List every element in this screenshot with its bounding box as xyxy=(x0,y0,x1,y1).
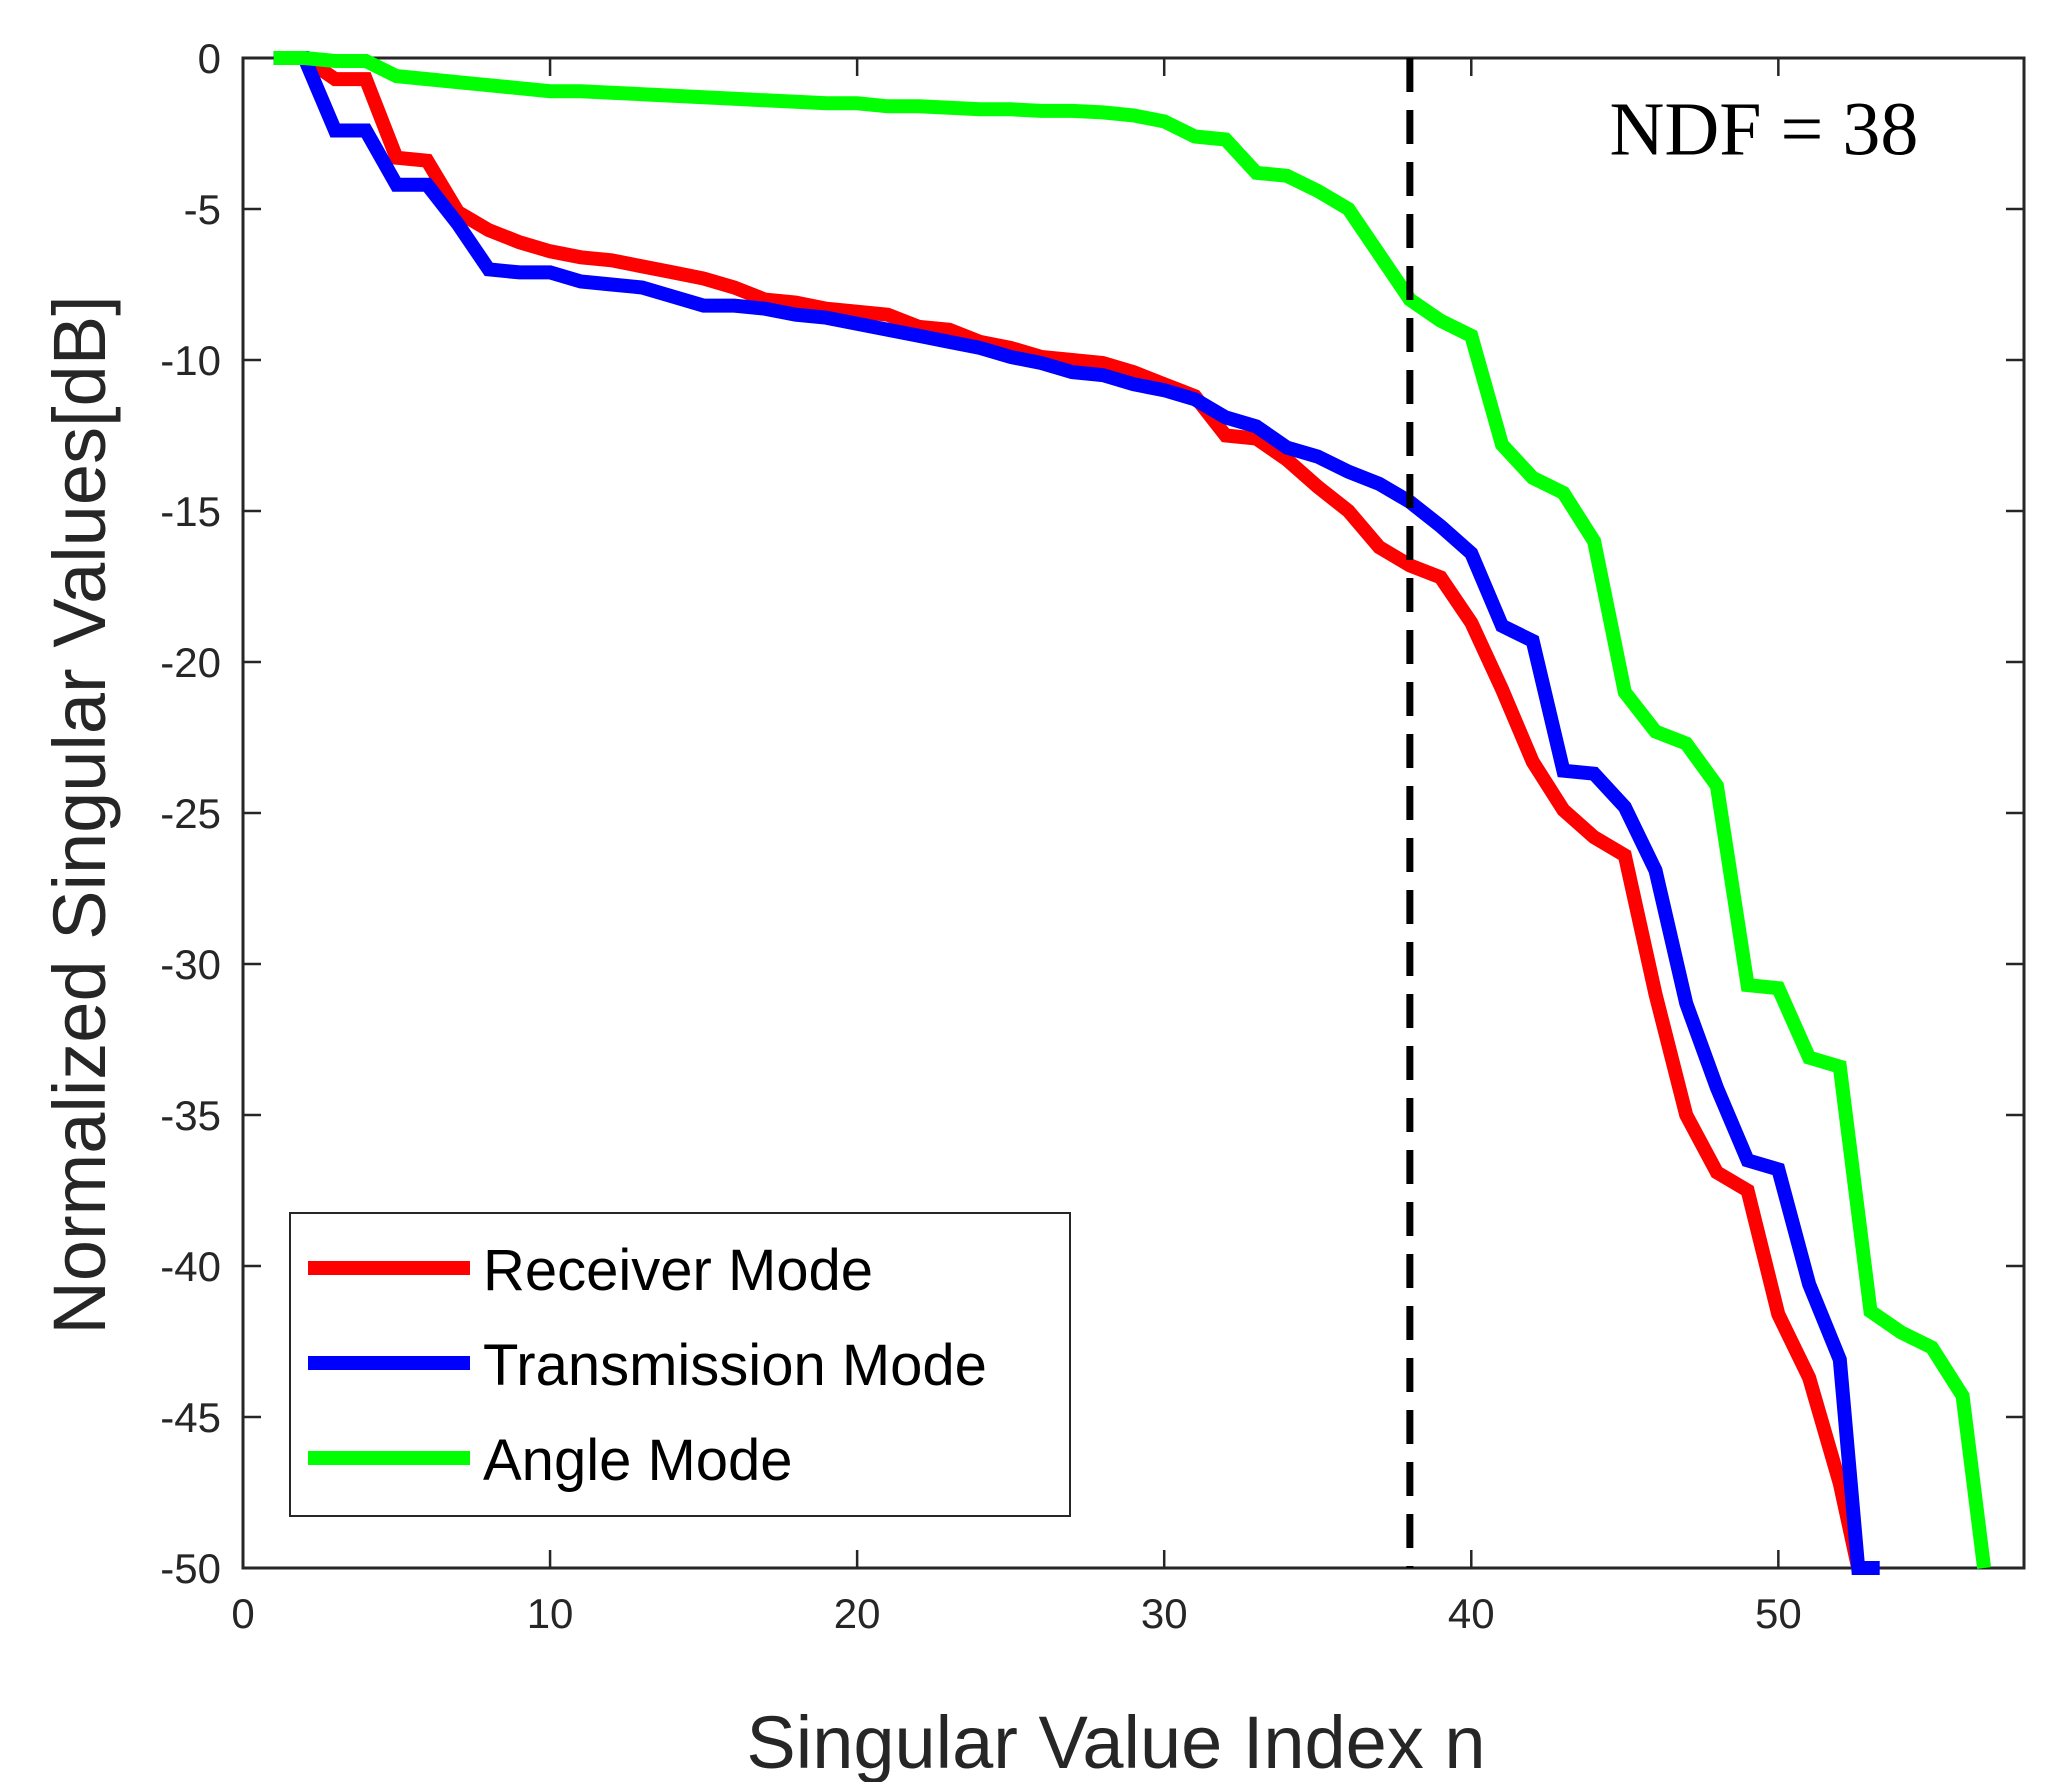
y-tick-label: -40 xyxy=(160,1243,221,1290)
x-tick-label: 40 xyxy=(1448,1590,1495,1637)
x-tick-label: 50 xyxy=(1755,1590,1802,1637)
x-tick-label: 20 xyxy=(834,1590,881,1637)
axis-tick-labels: 0 10 20 30 40 50 0 -5 -10 -15 -20 -25 -30 -35 -40 -45 -5… xyxy=(160,35,1801,1637)
legend-label-transmission: Transmission Mode xyxy=(483,1333,987,1398)
y-tick-label: -30 xyxy=(160,941,221,988)
y-tick-label: -20 xyxy=(160,639,221,686)
axis-ticks xyxy=(241,56,2024,1570)
ndf-annotation: NDF = 38 xyxy=(1609,88,1918,172)
series-layer xyxy=(273,51,1992,1575)
y-tick-label: -25 xyxy=(160,790,221,837)
y-tick-label: 0 xyxy=(198,35,221,82)
y-tick-label: -5 xyxy=(184,186,221,233)
series-line-angle-mode xyxy=(273,51,1992,1569)
y-tick-label: -15 xyxy=(160,488,221,535)
y-axis-title: Normalized Singular Values[dB] xyxy=(38,295,121,1334)
legend: Receiver Mode Transmission Mode Angle Mo… xyxy=(289,1212,1071,1517)
y-tick-label: -50 xyxy=(160,1545,221,1592)
y-tick-label: -45 xyxy=(160,1394,221,1441)
x-tick-label: 0 xyxy=(231,1590,254,1637)
legend-label-angle: Angle Mode xyxy=(483,1428,793,1493)
x-tick-label: 30 xyxy=(1141,1590,1188,1637)
x-axis-title: Singular Value Index n xyxy=(746,1701,1485,1782)
y-tick-label: -35 xyxy=(160,1092,221,1139)
legend-label-receiver: Receiver Mode xyxy=(483,1238,873,1303)
x-tick-label: 10 xyxy=(527,1590,574,1637)
series-line-transmission-mode xyxy=(273,51,1880,1575)
series-line-receiver-mode xyxy=(273,51,1866,1570)
annotation-layer: NDF = 38 xyxy=(1406,58,1918,1568)
y-tick-label: -10 xyxy=(160,337,221,384)
